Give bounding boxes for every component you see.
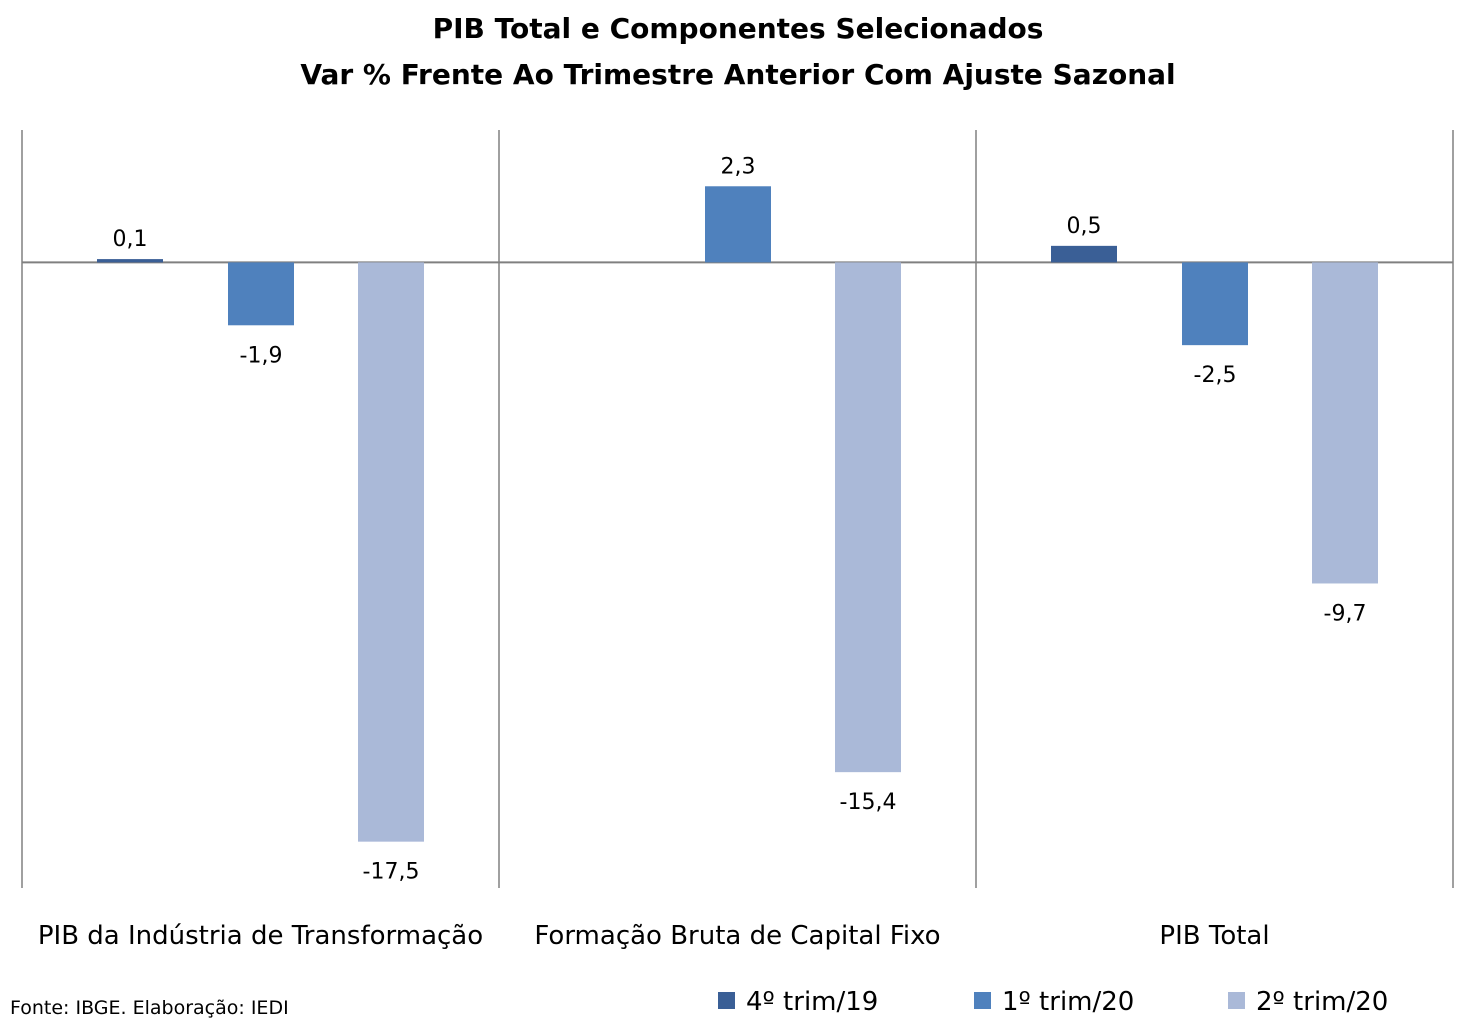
bar-series0-cat2 xyxy=(1051,245,1117,263)
bar-series2-cat2 xyxy=(1312,262,1378,584)
data-label-series1-cat1: 2,3 xyxy=(721,154,756,179)
legend-swatch-0 xyxy=(718,992,735,1009)
data-label-series1-cat2: -2,5 xyxy=(1194,363,1237,388)
data-label-series2-cat2: -9,7 xyxy=(1324,601,1367,626)
data-label-series2-cat1: -15,4 xyxy=(840,790,897,815)
bar-series1-cat1 xyxy=(705,186,771,263)
category-label-0: PIB da Indústria de Transformação xyxy=(38,921,483,951)
data-label-series0-cat0: 0,1 xyxy=(113,227,148,252)
category-labels: PIB da Indústria de Transformação Formaçã… xyxy=(38,921,1270,951)
bar-series2-cat0 xyxy=(358,262,424,842)
data-label-series2-cat0: -17,5 xyxy=(363,860,420,885)
legend-swatch-2 xyxy=(1228,992,1245,1009)
legend-label-0: 4º trim/19 xyxy=(746,987,878,1017)
data-label-series0-cat2: 0,5 xyxy=(1067,214,1102,239)
data-labels: 0,1 0,5 -1,9 2,3 -2,5 -17,5 -15,4 -9,7 xyxy=(113,154,1367,884)
bar-series0-cat0 xyxy=(97,259,163,263)
bar-series2-cat1 xyxy=(835,262,901,773)
legend-label-2: 2º trim/20 xyxy=(1256,987,1388,1017)
category-label-2: PIB Total xyxy=(1159,921,1269,951)
data-label-series1-cat0: -1,9 xyxy=(240,343,283,368)
bars xyxy=(97,186,1378,842)
chart-subtitle: Var % Frente Ao Trimestre Anterior Com A… xyxy=(300,58,1175,91)
category-label-1: Formação Bruta de Capital Fixo xyxy=(534,921,940,951)
legend-swatch-1 xyxy=(974,992,991,1009)
legend: 4º trim/19 1º trim/20 2º trim/20 xyxy=(718,987,1388,1017)
bar-series1-cat2 xyxy=(1182,262,1248,346)
legend-label-1: 1º trim/20 xyxy=(1002,987,1134,1017)
chart-title: PIB Total e Componentes Selecionados xyxy=(433,12,1044,45)
bar-series1-cat0 xyxy=(228,262,294,326)
source-note: Fonte: IBGE. Elaboração: IEDI xyxy=(10,997,289,1019)
